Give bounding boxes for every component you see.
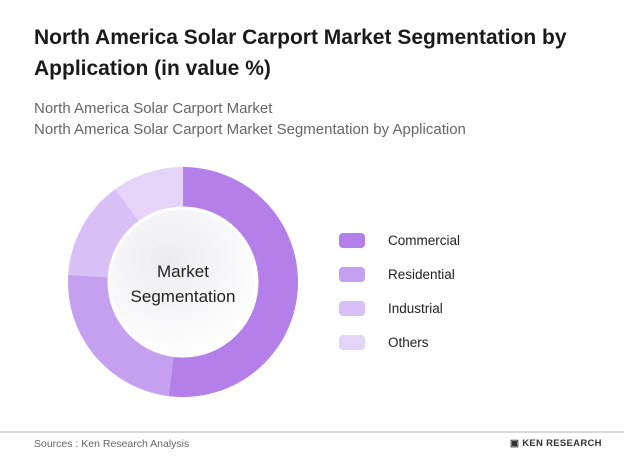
donut-center xyxy=(107,206,259,358)
footer-divider xyxy=(0,431,624,433)
slice-commercial xyxy=(168,167,298,397)
legend-swatch xyxy=(339,335,365,350)
center-label-line2: Segmentation xyxy=(131,287,236,306)
subtitle-market: North America Solar Carport Market xyxy=(34,100,273,117)
legend-label: Commercial xyxy=(388,233,461,248)
legend-item-residential: Residential xyxy=(339,267,455,282)
legend-item-others: Others xyxy=(339,335,429,350)
legend-swatch xyxy=(339,267,365,282)
subtitle-segmentation: North America Solar Carport Market Segme… xyxy=(34,121,466,138)
slice-industrial xyxy=(68,188,141,278)
legend-label: Residential xyxy=(388,267,455,282)
chart-title: North America Solar Carport Market Segme… xyxy=(34,26,567,80)
legend-label: Industrial xyxy=(388,301,443,316)
legend-item-commercial: Commercial xyxy=(339,233,460,248)
slice-residential xyxy=(68,274,174,397)
ken-research-logo: ▣ KEN RESEARCH xyxy=(510,438,602,449)
source-note: Sources : Ken Research Analysis xyxy=(34,438,190,450)
legend-item-industrial: Industrial xyxy=(339,301,443,316)
center-label-line1: Market xyxy=(157,262,209,281)
legend-label: Others xyxy=(388,335,429,350)
logo-text: KEN RESEARCH xyxy=(522,438,602,449)
legend-swatch xyxy=(339,301,365,316)
legend-swatch xyxy=(339,233,365,248)
donut-chart: Market Segmentation xyxy=(68,167,298,397)
